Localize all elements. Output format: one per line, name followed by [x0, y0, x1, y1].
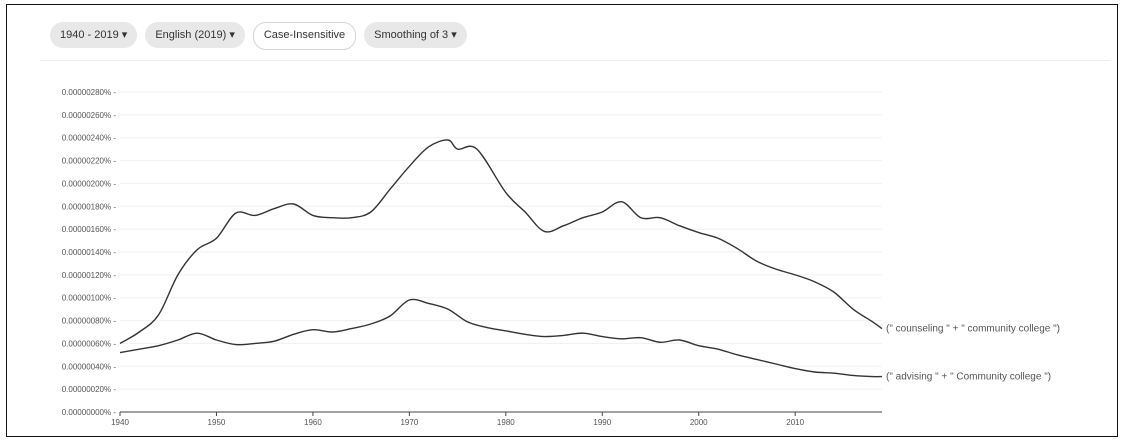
y-tick-label: 0.00000280% -: [62, 88, 117, 97]
smoothing-label: Smoothing of 3: [374, 29, 449, 41]
smoothing-dropdown[interactable]: Smoothing of 3 ▾: [364, 22, 467, 48]
y-tick-label: 0.00000140% -: [62, 248, 117, 257]
y-tick-label: 0.00000020% -: [62, 385, 117, 394]
series-line-2[interactable]: [119, 298, 883, 378]
toolbar-divider: [40, 60, 1110, 61]
year-range-label: 1940 - 2019: [60, 29, 119, 41]
corpus-label: English (2019): [155, 29, 227, 41]
y-tick-label: 0.00000240% -: [62, 134, 117, 143]
series-label-1: (" counseling " + " community college "): [886, 324, 1060, 335]
chevron-down-icon: ▾: [121, 29, 128, 41]
x-tick-label: 1960: [304, 418, 322, 427]
series-label-2: (" advising " + " Community college "): [886, 372, 1051, 383]
corpus-dropdown[interactable]: English (2019) ▾: [145, 22, 245, 48]
x-tick-label: 1940: [111, 418, 129, 427]
chevron-down-icon: ▾: [451, 29, 457, 41]
grid-lines: [120, 91, 882, 413]
x-tick-label: 1980: [497, 418, 515, 427]
series-line-1[interactable]: [119, 139, 883, 345]
y-tick-label: 0.00000120% -: [62, 271, 117, 280]
y-tick-label: 0.00000000% -: [62, 408, 117, 417]
y-tick-label: 0.00000200% -: [62, 179, 117, 188]
axes: 0.00000000% - 0.00000020% - 0.00000040% - 0…: [62, 88, 882, 427]
x-tick-label: 1970: [400, 418, 418, 427]
y-tick-label: 0.00000160% -: [62, 225, 117, 234]
y-tick-label: 0.00000040% -: [62, 362, 117, 371]
y-tick-label: 0.00000060% -: [62, 339, 117, 348]
chart-panel: [6, 4, 1118, 437]
series-labels: (" counseling " + " community college ")…: [886, 324, 1060, 383]
series-lines: [119, 139, 883, 378]
chevron-down-icon: ▾: [229, 29, 235, 41]
x-tick-label: 2000: [690, 418, 708, 427]
case-label: Case-Insensitive: [263, 29, 346, 41]
year-range-dropdown[interactable]: 1940 - 2019 ▾: [50, 22, 138, 48]
case-insensitive-toggle[interactable]: Case-Insensitive: [252, 22, 357, 50]
y-tick-label: 0.00000180% -: [62, 202, 117, 211]
y-tick-label: 0.00000100% -: [62, 294, 117, 303]
x-tick-label: 1990: [593, 418, 611, 427]
x-tick-label: 2010: [786, 418, 804, 427]
toolbar: 1940 - 2019 ▾ English (2019) ▾ Case-Inse…: [50, 22, 467, 50]
x-tick-label: 1950: [208, 418, 226, 427]
y-tick-label: 0.00000220% -: [62, 157, 117, 166]
y-tick-label: 0.00000080% -: [62, 317, 117, 326]
y-tick-label: 0.00000260% -: [62, 111, 117, 120]
